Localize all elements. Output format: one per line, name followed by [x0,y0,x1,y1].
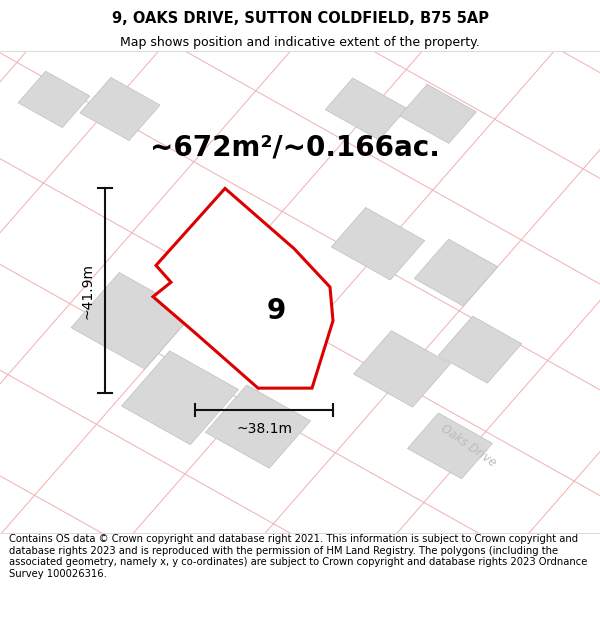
Text: Oaks Drive: Oaks Drive [438,422,498,470]
Polygon shape [80,78,160,141]
Polygon shape [438,316,522,383]
Polygon shape [153,188,333,388]
Text: 9, OAKS DRIVE, SUTTON COLDFIELD, B75 5AP: 9, OAKS DRIVE, SUTTON COLDFIELD, B75 5AP [112,11,488,26]
Text: ~41.9m: ~41.9m [80,262,94,319]
Polygon shape [325,78,407,140]
Polygon shape [331,208,425,280]
Polygon shape [414,239,498,306]
Polygon shape [400,84,476,143]
Text: ~672m²/~0.166ac.: ~672m²/~0.166ac. [150,134,440,161]
Polygon shape [353,331,451,407]
Polygon shape [205,385,311,468]
Text: Contains OS data © Crown copyright and database right 2021. This information is : Contains OS data © Crown copyright and d… [9,534,587,579]
Polygon shape [122,351,238,444]
Polygon shape [18,71,90,127]
Text: Map shows position and indicative extent of the property.: Map shows position and indicative extent… [120,36,480,49]
Text: 9: 9 [266,297,286,325]
Polygon shape [407,413,493,479]
Text: ~38.1m: ~38.1m [236,422,292,436]
Polygon shape [71,272,193,369]
